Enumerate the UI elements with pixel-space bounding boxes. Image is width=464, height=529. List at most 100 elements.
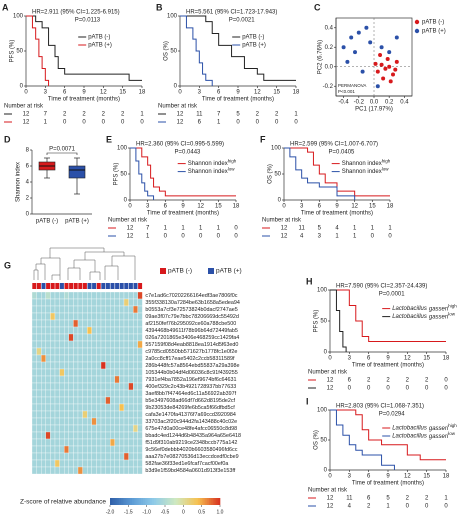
heatmap-cell [59, 452, 65, 461]
heatmap-cell [73, 466, 79, 475]
heatmap-cell [114, 452, 120, 461]
legend-label-part: gasseri [429, 306, 449, 312]
heatmap-cell [64, 319, 69, 328]
risk-count: 2 [425, 378, 429, 384]
heatmap-cell [133, 340, 138, 349]
heatmap-cell [36, 368, 42, 377]
heatmap-cell [105, 417, 111, 426]
heatmap-cell [54, 445, 60, 454]
heatmap-cell [114, 417, 120, 426]
heatmap-cell [64, 424, 69, 433]
risk-count: 2 [63, 112, 67, 118]
heatmap-cell [45, 382, 51, 391]
heatmap-cell [45, 312, 51, 321]
heatmap-cell [100, 396, 106, 405]
heatmap-cell [105, 396, 111, 405]
risk-count: 5 [236, 112, 240, 118]
risk-count: 1 [294, 112, 298, 118]
heatmap-cell [133, 312, 138, 321]
heatmap-cell [133, 438, 138, 447]
colorbar-segment [111, 498, 114, 505]
colorbar-segment [128, 498, 131, 505]
heatmap-cell [100, 291, 106, 300]
colorbar-tick-label: -2.0 [106, 509, 115, 515]
legend-label: pATB (+) [88, 43, 112, 49]
heatmap-cell [59, 445, 65, 454]
significance-bracket [46, 152, 78, 155]
heatmap-cell [123, 319, 129, 328]
row-label: c9785cd0550bb571627b1778fc1e0f2e [145, 349, 237, 355]
heatmap-cell [31, 368, 37, 377]
heatmap-cell [137, 375, 143, 384]
colorbar-segment [133, 498, 136, 505]
heatmap-cell [59, 424, 65, 433]
heatmap-cell [59, 389, 65, 398]
heatmap-cell [73, 445, 79, 454]
heatmap-cell [96, 452, 102, 461]
group-marker [119, 283, 124, 289]
heatmap-cell [137, 305, 143, 314]
y-tick-label: 0.0 [325, 64, 334, 70]
heatmap-cell [137, 333, 143, 342]
heatmap-cell [114, 291, 120, 300]
group-marker [50, 283, 55, 289]
colorbar-segment [207, 498, 210, 505]
heatmap-cell [137, 389, 143, 398]
heatmap-cell [128, 424, 134, 433]
heatmap-cell [128, 431, 134, 440]
legend-label: Lactobacillus gasserilow [392, 431, 456, 439]
heatmap-cell [91, 382, 97, 391]
point [379, 62, 384, 67]
heatmap-cell [59, 410, 65, 419]
x-axis-label: Time of treatment (months) [202, 97, 274, 103]
heatmap-cell [96, 445, 102, 454]
heatmap-cell [68, 466, 74, 475]
heatmap-cell [133, 403, 138, 412]
heatmap-cell [96, 410, 102, 419]
risk-count: 1 [140, 112, 144, 118]
heatmap-cell [96, 298, 102, 307]
colorbar-segment [214, 498, 217, 505]
x-tick-label: 3 [348, 474, 352, 480]
risk-count: 12 [23, 120, 30, 126]
heatmap-cell [87, 333, 92, 342]
legend-label: Shannon indexhigh [342, 159, 391, 167]
heatmap-cell [96, 291, 102, 300]
heatmap-cell [41, 312, 46, 321]
heatmap-cell [133, 424, 138, 433]
heatmap-cell [82, 368, 88, 377]
heatmap-cell [45, 361, 51, 370]
heatmap-cell [77, 403, 83, 412]
heatmap-cell [77, 333, 83, 342]
heatmap-cell [50, 326, 56, 335]
heatmap-cell [59, 417, 65, 426]
point [393, 67, 398, 72]
heatmap-cell [123, 326, 129, 335]
heatmap-cell [105, 319, 111, 328]
colorbar-segment [143, 498, 146, 505]
heatmap-cell [82, 417, 88, 426]
x-tick-label: 12 [254, 90, 261, 96]
heatmap-cell [87, 431, 92, 440]
heatmap-cell [82, 466, 88, 475]
risk-count: 2 [406, 496, 410, 502]
legend-label: pATB (-) [422, 20, 444, 26]
colorbar-segment [155, 498, 158, 505]
heatmap-cell [91, 375, 97, 384]
risk-count: 1 [386, 504, 390, 510]
heatmap-cell [45, 375, 51, 384]
y-tick-label: 0 [20, 84, 24, 90]
heatmap-cell [87, 326, 92, 335]
colorbar-segment [148, 498, 151, 505]
y-axis-label: PC2 (6.76%) [318, 40, 324, 74]
heatmap-cell [123, 417, 129, 426]
heatmap-cell [87, 298, 92, 307]
row-label: af2150fef76b295092ce60a788cbe500 [145, 321, 236, 327]
colorbar-segment [113, 498, 116, 505]
risk-count: 0 [294, 120, 298, 126]
heatmap-cell [41, 417, 46, 426]
heatmap-cell [64, 382, 69, 391]
heatmap-cell [119, 417, 125, 426]
y-tick-label: 100 [317, 408, 328, 414]
